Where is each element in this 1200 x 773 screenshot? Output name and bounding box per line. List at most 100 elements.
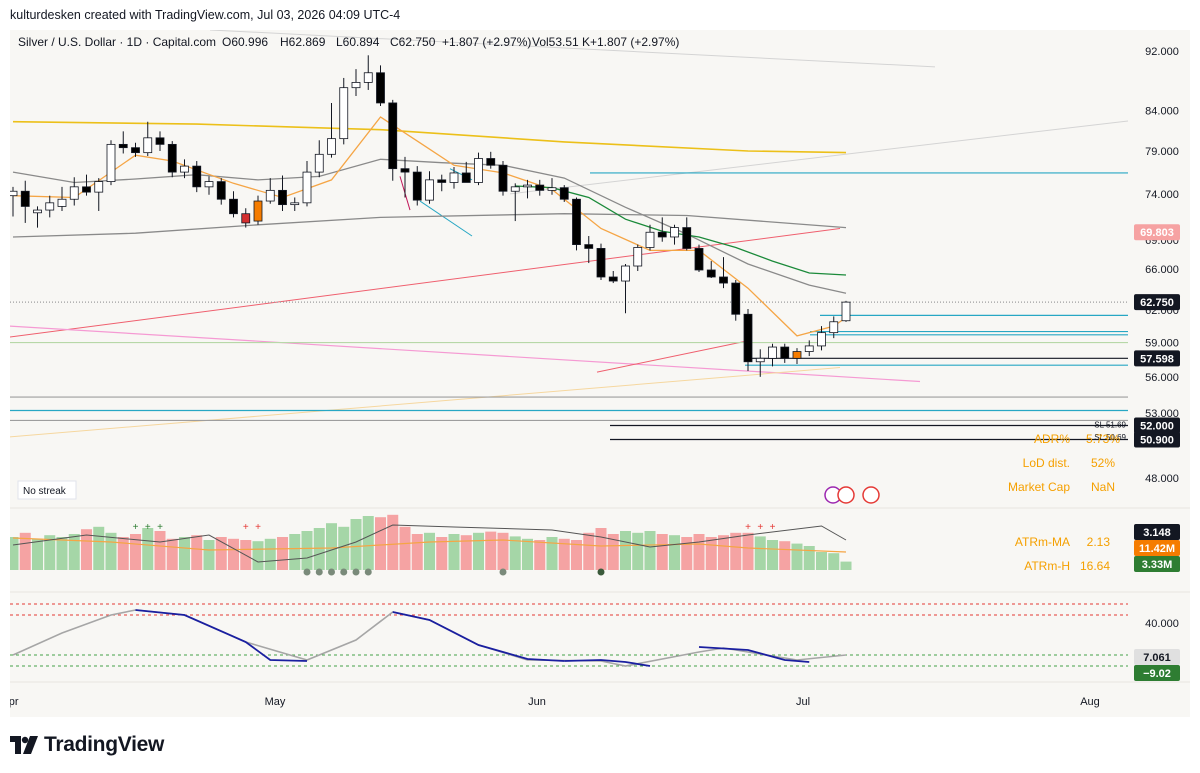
volume-label: 11.42M — [1139, 543, 1175, 555]
us-flag-event-icon[interactable] — [837, 486, 855, 504]
candle-up[interactable] — [841, 301, 851, 322]
volume-bar — [485, 531, 497, 570]
oscillator-label: 7.061 — [1143, 652, 1171, 664]
candle-down[interactable] — [376, 72, 385, 104]
candle-down[interactable] — [155, 137, 165, 145]
candle-up[interactable] — [106, 143, 116, 182]
volume-bar — [656, 534, 668, 570]
candle-down[interactable] — [241, 213, 251, 224]
candle-down[interactable] — [682, 227, 692, 249]
candle-up[interactable] — [363, 72, 373, 83]
candle-down[interactable] — [719, 276, 728, 284]
candle-down[interactable] — [559, 187, 569, 200]
candle-up[interactable] — [253, 200, 263, 222]
candle-down[interactable] — [278, 189, 287, 206]
volume-bar — [546, 537, 558, 570]
oscillator-line — [392, 611, 565, 662]
candle-up[interactable] — [57, 198, 67, 207]
candle-up[interactable] — [633, 247, 643, 267]
candle-down[interactable] — [706, 269, 716, 278]
candle-up[interactable] — [449, 172, 459, 183]
candle-down[interactable] — [608, 276, 618, 282]
candle-down[interactable] — [118, 143, 128, 149]
tradingview-logo[interactable]: TradingView — [10, 733, 164, 757]
candle-up[interactable] — [327, 138, 336, 155]
candles[interactable] — [8, 55, 851, 377]
candle-up[interactable] — [351, 82, 361, 89]
candle-up[interactable] — [290, 202, 300, 206]
chart-canvas[interactable]: SL 51.69 SL 50.69 + + + + + + + +3.148 11.42M 3.33… — [1, 29, 1190, 717]
candle-down[interactable] — [657, 231, 667, 238]
candle-up[interactable] — [670, 227, 679, 238]
candle-down[interactable] — [412, 171, 422, 201]
stat-value-mcap: NaN — [1091, 480, 1115, 494]
candle-up[interactable] — [265, 189, 275, 202]
candle-up[interactable] — [180, 165, 189, 173]
candle-down[interactable] — [584, 244, 594, 249]
candle-down[interactable] — [216, 181, 226, 200]
oscillator-label-bg — [1134, 649, 1180, 665]
candle-down[interactable] — [743, 313, 753, 363]
streak-dot — [303, 568, 311, 576]
streak-dot — [315, 568, 323, 576]
candle-up[interactable] — [314, 153, 324, 173]
candle-down[interactable] — [486, 158, 496, 166]
oscillator-label-bg — [1134, 665, 1180, 681]
candle-up[interactable] — [547, 187, 557, 191]
volume-bar — [693, 534, 705, 570]
candle-up[interactable] — [829, 321, 839, 334]
candle-down[interactable] — [131, 147, 140, 154]
candle-down[interactable] — [731, 282, 741, 315]
candle-up[interactable] — [204, 181, 214, 188]
candle-down[interactable] — [229, 198, 238, 215]
candle-down[interactable] — [694, 248, 704, 271]
candle-down[interactable] — [461, 172, 471, 183]
candle-down[interactable] — [82, 186, 91, 193]
candle-down[interactable] — [498, 164, 508, 192]
candle-up[interactable] — [339, 87, 349, 140]
candle-up[interactable] — [33, 209, 42, 214]
streak-badge-bg — [17, 480, 77, 500]
candle-up[interactable] — [817, 332, 826, 347]
price-axis[interactable]: 92.00084.00079.00074.00069.00066.00062.0… — [1134, 46, 1180, 485]
candle-down[interactable] — [780, 346, 790, 359]
time-axis[interactable]: Apr May Jun Jul Aug — [1, 696, 1100, 708]
candle-up[interactable] — [45, 202, 55, 211]
candle-up[interactable] — [768, 346, 777, 359]
price-tick-label: 66.000 — [1145, 264, 1179, 276]
symbol-title[interactable]: Silver / U.S. Dollar · 1D · Capital.com — [18, 35, 216, 49]
candle-up[interactable] — [69, 186, 79, 200]
candle-down[interactable] — [192, 165, 202, 188]
candle-down[interactable] — [20, 190, 30, 207]
candle-up[interactable] — [425, 179, 434, 201]
volume-bar — [803, 546, 815, 570]
candle-up[interactable] — [474, 158, 483, 183]
candle-up[interactable] — [8, 190, 18, 197]
candle-down[interactable] — [167, 143, 177, 173]
candle-up[interactable] — [645, 231, 655, 248]
candle-down[interactable] — [400, 168, 410, 173]
candle-up[interactable] — [755, 357, 765, 363]
candle-up[interactable] — [804, 345, 814, 352]
candle-up[interactable] — [523, 184, 532, 188]
candle-up[interactable] — [94, 181, 104, 193]
candle-down[interactable] — [388, 102, 398, 170]
candle-up[interactable] — [792, 351, 802, 359]
stat-label-lod: LoD dist. — [1023, 456, 1070, 470]
volume-bar — [607, 534, 619, 570]
chart-area[interactable]: SL 51.69 SL 50.69 + + + + + + + +3.148 11.42M 3.33… — [1, 29, 1190, 717]
us-flag-event-icon-2[interactable] — [862, 486, 880, 504]
candle-up[interactable] — [621, 265, 630, 282]
candle-down[interactable] — [535, 184, 545, 191]
atr-ma-label: ATRm-MA — [1015, 535, 1070, 549]
candle-up[interactable] — [510, 186, 520, 192]
volume-bar — [154, 531, 166, 570]
candle-down[interactable] — [596, 248, 606, 278]
event-icons[interactable] — [824, 486, 880, 504]
candle-up[interactable] — [143, 137, 153, 154]
candle-down[interactable] — [572, 198, 581, 245]
volume-bar — [387, 514, 399, 570]
candle-up[interactable] — [302, 171, 312, 204]
volume-bar — [558, 538, 570, 570]
candle-down[interactable] — [437, 179, 447, 183]
